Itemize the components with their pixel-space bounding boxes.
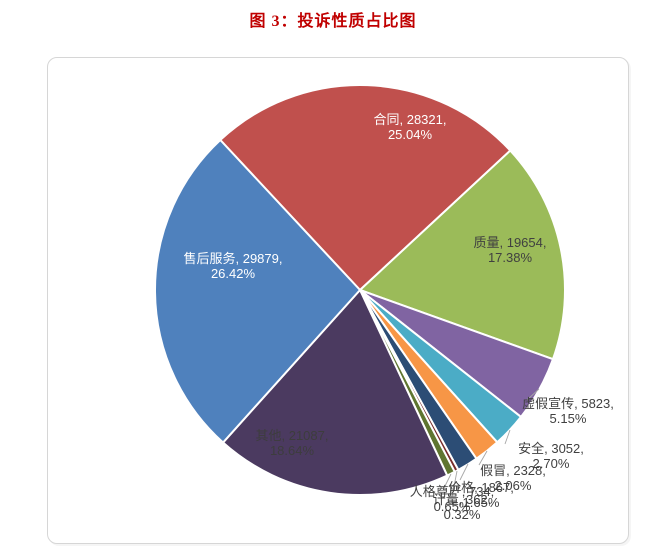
leader-line-6 <box>451 470 458 498</box>
pie-slice-9 <box>154 138 361 444</box>
pie-slice-8 <box>222 289 449 496</box>
chart-title: 图 3：投诉性质占比图 <box>249 13 417 30</box>
pie-slice-1 <box>359 149 567 361</box>
leader-line-7 <box>443 473 452 489</box>
leader-line-4 <box>478 450 488 466</box>
pie-slice-0 <box>219 84 512 291</box>
leader-line-2 <box>526 388 540 401</box>
leader-line-3 <box>504 429 511 445</box>
leader-line-5 <box>459 463 469 481</box>
